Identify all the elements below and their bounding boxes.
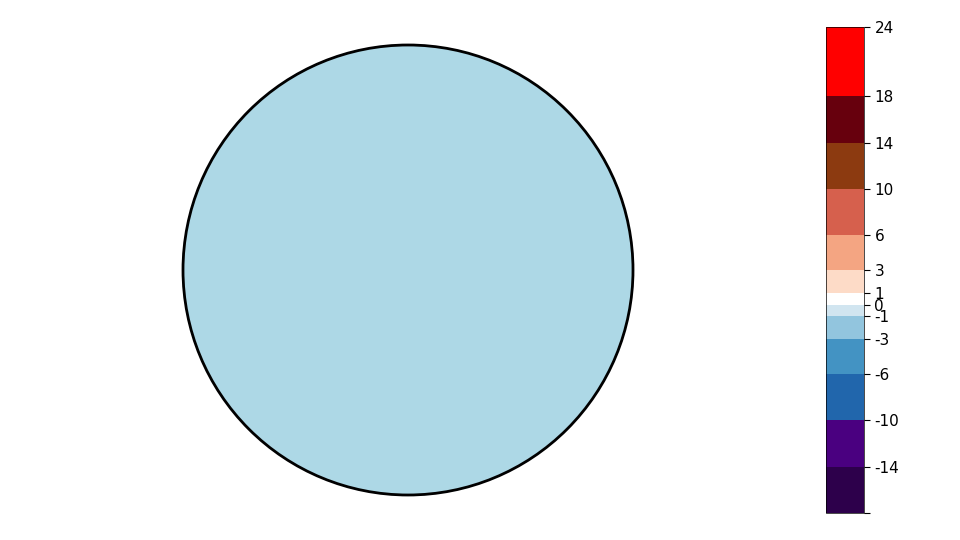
Circle shape [183,45,633,495]
